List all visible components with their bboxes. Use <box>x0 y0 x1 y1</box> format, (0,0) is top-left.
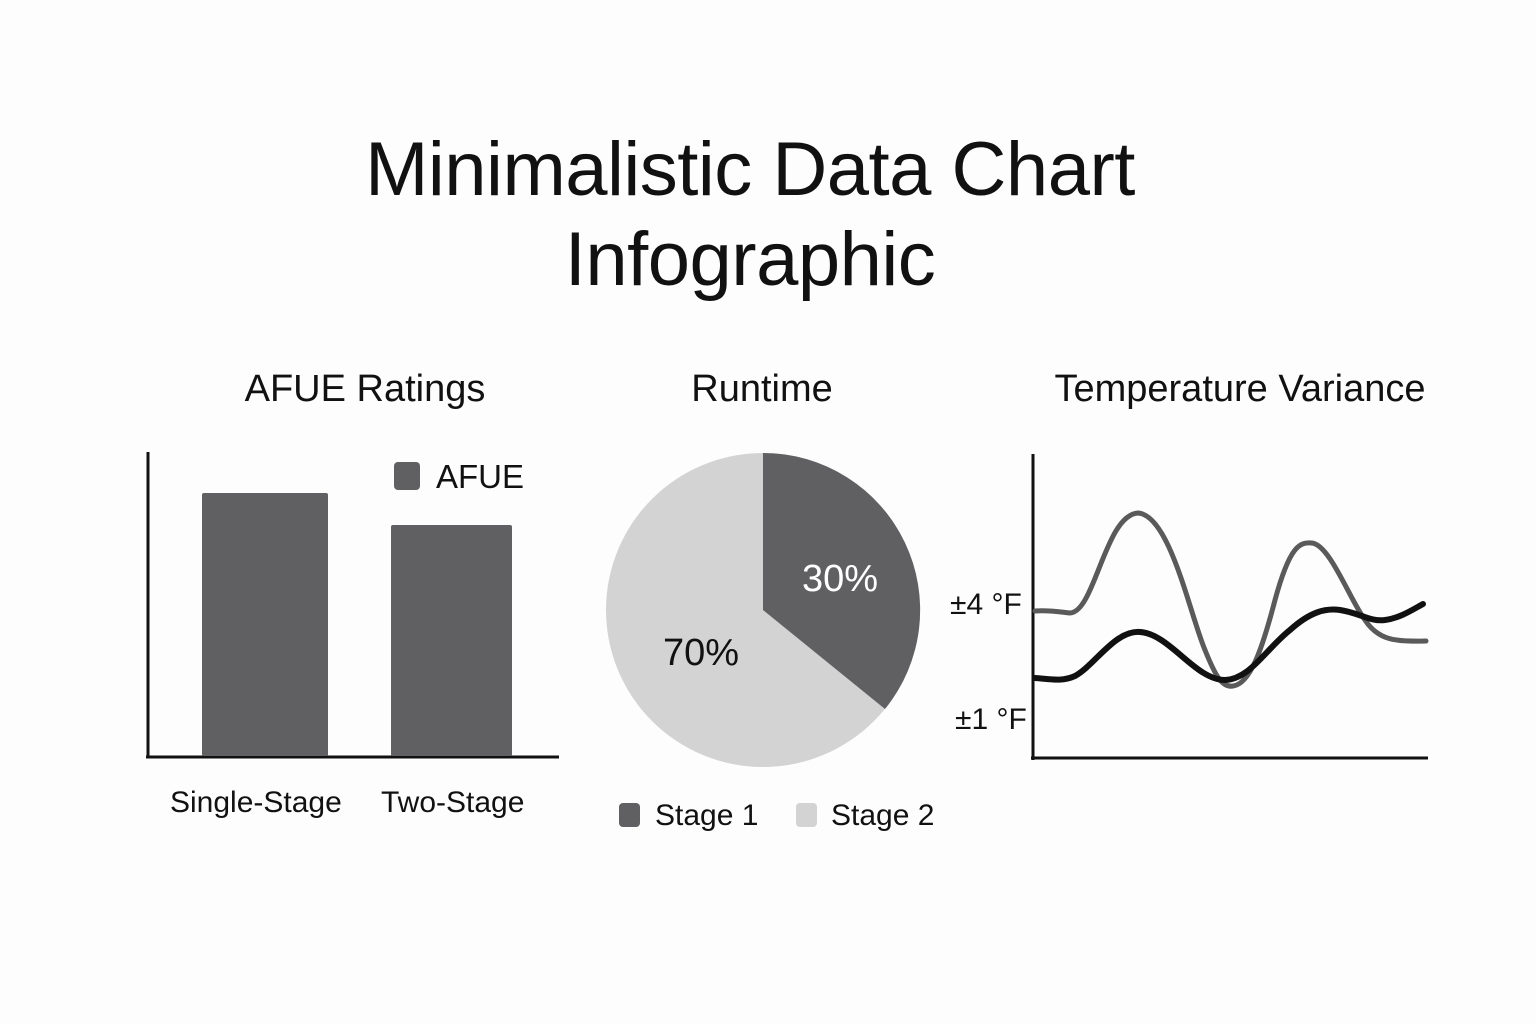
legend-label-stage-1: Stage 1 <box>655 799 759 832</box>
legend-swatch-afue <box>394 462 420 490</box>
legend-swatch-stage-1 <box>619 803 640 827</box>
legend-swatch-stage-2 <box>796 803 817 827</box>
y-tick-4f: ±4 °F <box>950 588 1022 621</box>
legend-label-stage-2: Stage 2 <box>831 799 935 832</box>
bar-two-stage <box>391 525 512 756</box>
runtime-chart-title: Runtime <box>691 368 833 410</box>
legend-label-afue: AFUE <box>436 458 525 495</box>
temperature-line-chart <box>1031 454 1429 760</box>
afue-chart-title: AFUE Ratings <box>244 368 486 410</box>
x-label-two-stage: Two-Stage <box>381 786 525 819</box>
line-series-gray <box>1032 510 1429 689</box>
page-title-line2: Infographic <box>564 217 936 302</box>
runtime-pie-chart <box>606 452 921 827</box>
pie-slice-stage-1 <box>763 452 921 709</box>
y-tick-1f: ±1 °F <box>955 703 1027 736</box>
x-label-single-stage: Single-Stage <box>170 786 342 819</box>
afue-bar-chart <box>146 452 559 759</box>
temperature-chart-title: Temperature Variance <box>1054 368 1426 410</box>
bar-single-stage <box>202 493 328 756</box>
page-title-line1: Minimalistic Data Chart <box>365 127 1135 212</box>
slice-label-30: 30% <box>802 558 879 600</box>
slice-label-70: 70% <box>663 632 740 674</box>
line-series-black <box>1032 601 1426 684</box>
